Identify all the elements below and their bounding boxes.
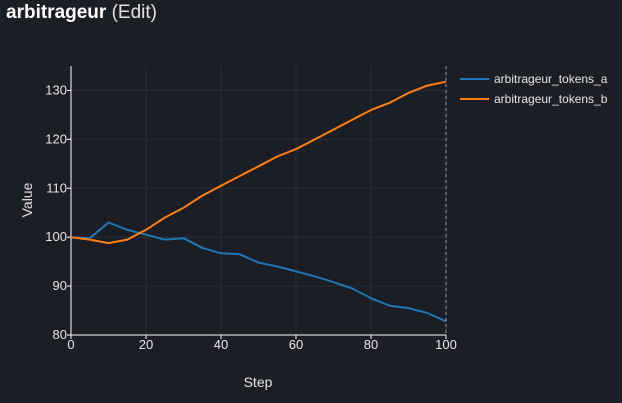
x-tick-labels: 0 20 40 60 80 100: [67, 335, 457, 352]
legend-label-a[interactable]: arbitrageur_tokens_a: [494, 72, 608, 86]
y-axis-title: Value: [19, 182, 35, 217]
x-tick-label: 40: [214, 337, 228, 352]
x-tick-label: 100: [435, 337, 457, 352]
legend: arbitrageur_tokens_a arbitrageur_tokens_…: [460, 72, 608, 106]
page-header: arbitrageur (Edit): [6, 1, 157, 25]
y-tick-label: 120: [45, 131, 67, 146]
x-tick-label: 60: [289, 337, 303, 352]
y-tick-label: 100: [45, 229, 67, 244]
axes: [70, 66, 446, 336]
x-tick-label: 0: [67, 337, 74, 352]
edit-link[interactable]: (Edit): [111, 2, 157, 23]
series-line-b[interactable]: [70, 80, 447, 245]
x-axis-title: Step: [244, 374, 273, 390]
series-lines[interactable]: [70, 80, 447, 323]
y-tick-label: 80: [53, 327, 67, 342]
y-tick-label: 110: [46, 180, 67, 195]
series-line-a[interactable]: [70, 221, 447, 323]
y-tick-labels: 80 90 100 110 120 130: [45, 82, 71, 342]
page-title: arbitrageur: [6, 2, 107, 23]
y-tick-label: 130: [45, 82, 67, 97]
legend-label-b[interactable]: arbitrageur_tokens_b: [494, 92, 608, 106]
x-tick-label: 20: [139, 337, 153, 352]
y-tick-label: 90: [53, 278, 67, 293]
grid: [70, 66, 447, 336]
x-tick-label: 80: [364, 337, 378, 352]
